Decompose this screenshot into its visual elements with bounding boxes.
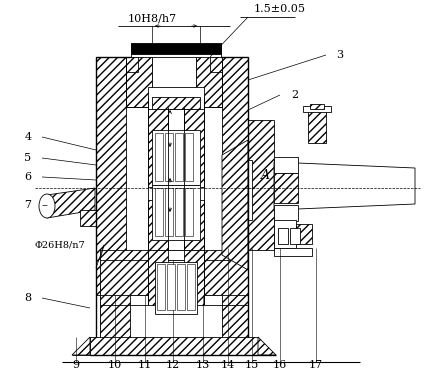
Bar bbox=[274, 173, 298, 203]
Bar bbox=[155, 188, 163, 236]
Bar bbox=[248, 120, 274, 250]
Bar bbox=[100, 260, 248, 340]
Bar bbox=[167, 264, 175, 310]
Text: 3: 3 bbox=[336, 50, 343, 60]
Text: 17: 17 bbox=[309, 360, 323, 370]
Bar bbox=[152, 250, 200, 305]
Polygon shape bbox=[222, 140, 248, 270]
Bar bbox=[100, 295, 248, 340]
Text: 13: 13 bbox=[196, 360, 210, 370]
Polygon shape bbox=[258, 337, 276, 355]
Text: 16: 16 bbox=[273, 360, 287, 370]
Bar bbox=[100, 250, 152, 305]
Bar bbox=[165, 133, 173, 181]
Bar bbox=[152, 130, 200, 185]
Bar bbox=[184, 250, 204, 305]
Text: 10: 10 bbox=[108, 360, 122, 370]
Bar bbox=[184, 200, 204, 250]
Bar bbox=[187, 264, 195, 310]
Bar bbox=[152, 185, 200, 240]
Text: 5: 5 bbox=[25, 153, 31, 163]
Bar bbox=[148, 250, 168, 305]
Bar bbox=[155, 133, 163, 181]
Bar bbox=[274, 220, 296, 248]
Bar bbox=[152, 97, 200, 109]
Bar bbox=[148, 87, 204, 109]
Bar bbox=[126, 57, 152, 107]
Text: 14: 14 bbox=[221, 360, 235, 370]
Text: 15: 15 bbox=[245, 360, 259, 370]
Bar bbox=[210, 57, 222, 72]
Bar bbox=[200, 250, 248, 305]
Bar bbox=[168, 200, 184, 250]
Bar bbox=[274, 205, 298, 221]
Text: Φ26H8/n7: Φ26H8/n7 bbox=[34, 241, 85, 250]
Bar bbox=[274, 248, 312, 256]
Polygon shape bbox=[72, 337, 90, 355]
Polygon shape bbox=[47, 188, 95, 218]
Bar bbox=[175, 133, 183, 181]
Text: 2: 2 bbox=[291, 90, 298, 100]
Ellipse shape bbox=[39, 194, 55, 218]
Bar bbox=[308, 108, 326, 143]
Text: 8: 8 bbox=[25, 293, 31, 303]
Bar bbox=[155, 262, 197, 314]
Bar bbox=[244, 160, 252, 220]
Bar bbox=[303, 106, 331, 112]
Text: 6: 6 bbox=[25, 172, 31, 182]
Bar bbox=[278, 228, 288, 244]
Bar bbox=[148, 107, 168, 187]
Bar bbox=[290, 228, 300, 244]
Bar bbox=[196, 57, 222, 107]
Bar bbox=[184, 107, 204, 187]
Bar bbox=[90, 337, 258, 355]
Bar bbox=[80, 210, 96, 226]
Bar bbox=[296, 224, 312, 244]
Bar bbox=[185, 133, 193, 181]
Text: 4: 4 bbox=[25, 132, 31, 142]
Bar bbox=[222, 57, 248, 295]
Bar bbox=[130, 295, 222, 340]
Bar bbox=[168, 107, 184, 187]
Bar bbox=[148, 200, 168, 250]
Bar bbox=[274, 157, 298, 173]
Text: 7: 7 bbox=[25, 200, 31, 210]
Text: 12: 12 bbox=[166, 360, 180, 370]
Text: 9: 9 bbox=[73, 360, 80, 370]
Bar bbox=[152, 57, 196, 107]
Text: 10H8/h7: 10H8/h7 bbox=[128, 13, 176, 23]
Bar bbox=[126, 57, 138, 72]
Bar bbox=[177, 264, 185, 310]
Bar bbox=[157, 264, 165, 310]
Bar bbox=[165, 188, 173, 236]
Bar bbox=[152, 260, 200, 340]
Bar bbox=[185, 188, 193, 236]
Text: 1.5±0.05: 1.5±0.05 bbox=[254, 4, 306, 14]
Bar bbox=[96, 57, 126, 295]
Bar bbox=[131, 43, 221, 54]
Polygon shape bbox=[274, 162, 415, 210]
Text: 11: 11 bbox=[138, 360, 152, 370]
Text: A: A bbox=[260, 169, 270, 182]
Bar bbox=[175, 188, 183, 236]
Bar bbox=[310, 104, 324, 109]
